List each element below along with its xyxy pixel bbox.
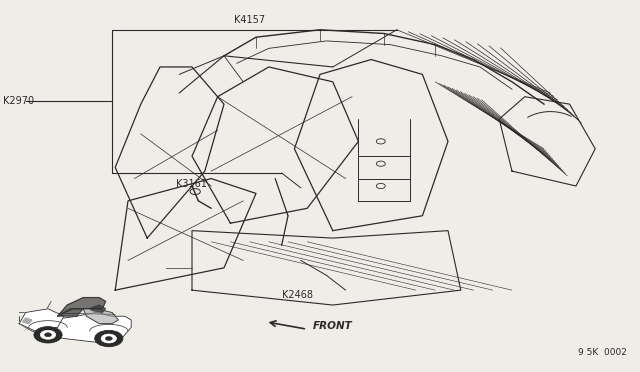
Circle shape (34, 327, 62, 343)
Polygon shape (22, 318, 32, 324)
Text: K2970: K2970 (3, 96, 35, 106)
Polygon shape (90, 305, 106, 312)
Polygon shape (58, 298, 106, 316)
Circle shape (40, 330, 56, 339)
Polygon shape (19, 309, 64, 331)
Text: K4157: K4157 (234, 15, 265, 25)
Text: K2468: K2468 (282, 290, 312, 300)
Circle shape (45, 333, 51, 337)
Polygon shape (83, 309, 118, 324)
Text: FRONT: FRONT (312, 321, 352, 331)
Circle shape (105, 336, 113, 341)
Polygon shape (19, 312, 131, 342)
Polygon shape (58, 309, 83, 316)
Circle shape (101, 334, 116, 343)
Circle shape (95, 330, 123, 347)
Text: K3161: K3161 (176, 179, 207, 189)
Text: 9 5K  0002: 9 5K 0002 (579, 348, 627, 357)
